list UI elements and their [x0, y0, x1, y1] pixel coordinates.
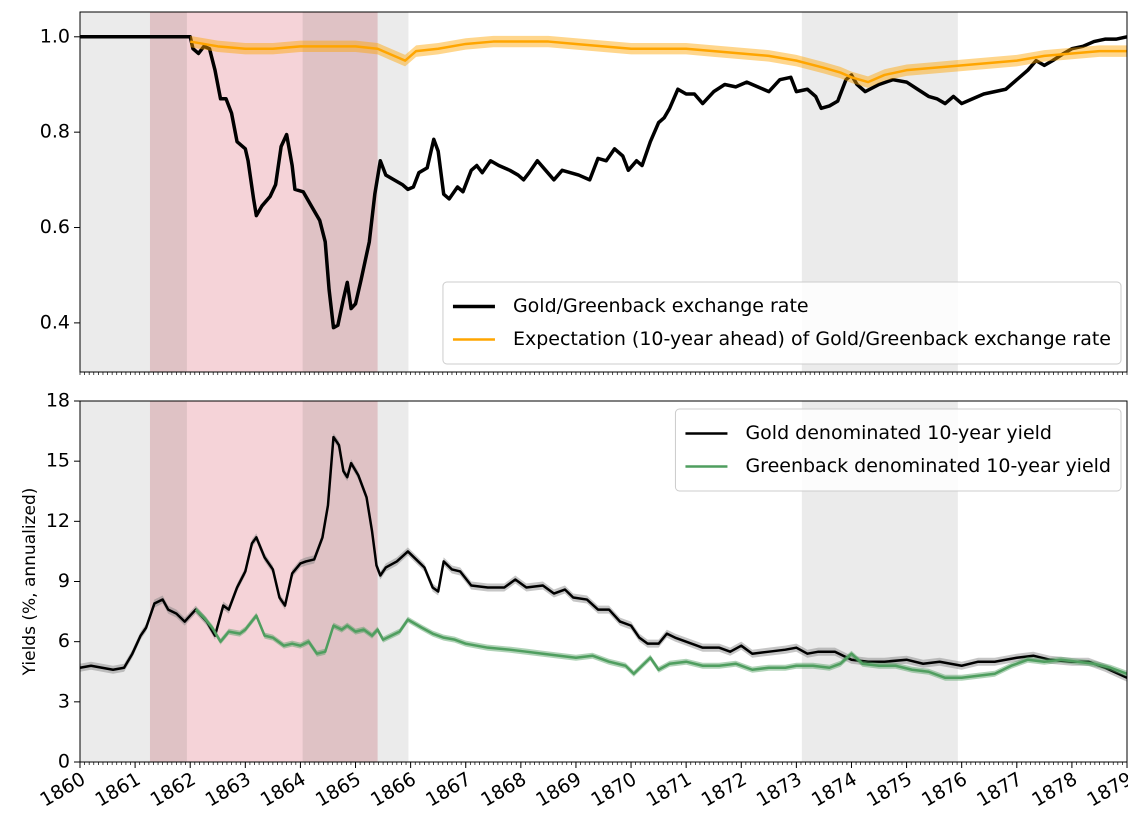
x-tick-label: 1873	[753, 768, 806, 811]
x-tick-label: 1867	[422, 768, 475, 811]
x-tick-label: 1876	[918, 768, 971, 811]
y-tick-label: 0	[58, 751, 70, 773]
legend-label: Gold denominated 10-year yield	[745, 422, 1052, 444]
y-tick-label: 12	[46, 510, 70, 532]
legend-label: Greenback denominated 10-year yield	[745, 455, 1111, 477]
x-tick-label: 1866	[367, 768, 420, 811]
data-line	[194, 608, 1128, 680]
legend-label: Expectation (10-year ahead) of Gold/Gree…	[513, 328, 1111, 350]
x-tick-label: 1863	[202, 768, 255, 811]
x-tick-label: 1864	[257, 768, 310, 811]
confidence-band	[195, 606, 1127, 681]
y-tick-label: 0.6	[40, 216, 70, 238]
x-tick-label: 1874	[808, 768, 861, 811]
x-tick-label: 1862	[147, 768, 200, 811]
y-tick-label: 0.8	[40, 121, 70, 143]
y-tick-label: 0.4	[40, 311, 70, 333]
x-tick-label: 1860	[36, 768, 89, 811]
y-tick-label: 15	[46, 450, 70, 472]
x-tick-label: 1872	[698, 768, 751, 811]
y-tick-label: 6	[58, 630, 70, 652]
y-tick-label: 9	[58, 570, 70, 592]
y-tick-label: 3	[58, 690, 70, 712]
panel: 0.4 0.6 0.8 1.0 Gold/Greenback exchange rate…	[40, 11, 1128, 375]
y-tick-label: 1.0	[40, 25, 70, 47]
x-tick-label: 1877	[973, 768, 1026, 811]
x-tick-label: 1869	[532, 768, 585, 811]
x-tick-label: 1878	[1028, 768, 1081, 811]
x-tick-label: 1879	[1083, 768, 1128, 811]
x-tick-label: 1861	[91, 768, 144, 811]
legend-label: Gold/Greenback exchange rate	[513, 295, 809, 317]
shaded-region	[302, 401, 378, 762]
legend: Gold/Greenback exchange rate Expectation …	[442, 281, 1122, 365]
confidence-band	[190, 35, 1128, 88]
y-tick-label: 18	[46, 390, 70, 412]
legend-box	[674, 408, 1122, 492]
data-line	[79, 435, 1128, 679]
data-line	[189, 40, 1127, 84]
y-axis-label: Yields (%, annualized)	[20, 488, 40, 677]
legend: Gold denominated 10-year yield Greenback …	[674, 408, 1122, 492]
x-tick-label: 1875	[863, 768, 916, 811]
shaded-region	[149, 401, 187, 762]
x-tick-label: 1868	[477, 768, 530, 811]
shaded-region	[149, 12, 187, 372]
legend-box	[442, 281, 1122, 365]
x-tick-label: 1870	[587, 768, 640, 811]
data-line	[80, 35, 1128, 330]
x-tick-label: 1865	[312, 768, 365, 811]
x-tick-label: 1871	[643, 768, 696, 811]
